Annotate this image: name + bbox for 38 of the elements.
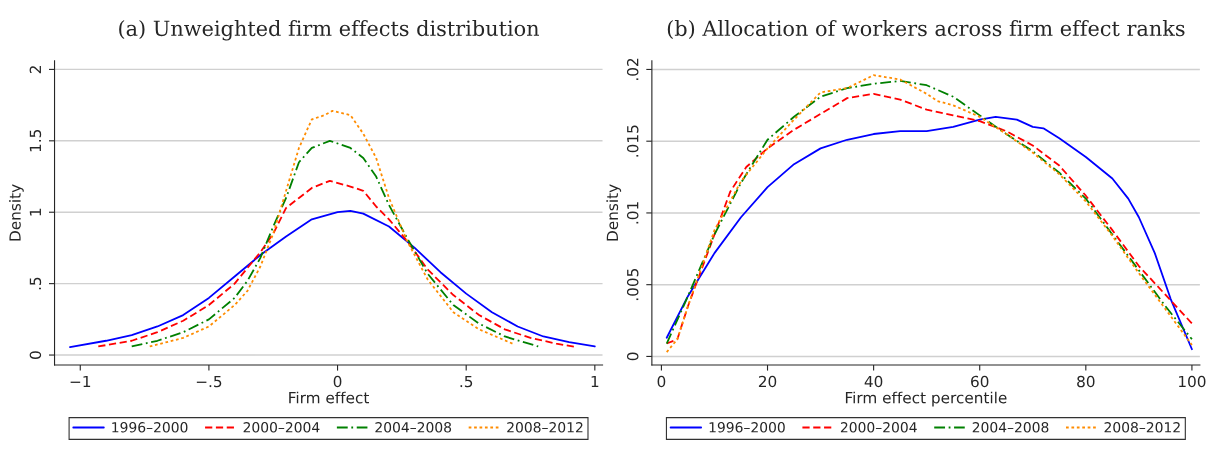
y-tick-label: .02 [626, 58, 639, 80]
line-series [148, 109, 514, 348]
y-tick-label: .5 [29, 277, 42, 290]
y-tick-label: .005 [626, 269, 639, 301]
x-tick-label: −1 [70, 375, 91, 388]
x-tick-label: .5 [460, 375, 473, 388]
legend-label: 1996–2000 [112, 422, 188, 433]
line-series [130, 139, 540, 348]
y-tick-label: 1 [29, 208, 41, 216]
x-tick-label: 1 [591, 375, 599, 388]
y-axis-title: Density [606, 184, 622, 241]
y-axis-title: Density [9, 184, 24, 241]
line-series [69, 209, 596, 349]
legend-label: 2008–2012 [507, 422, 583, 433]
x-tick-label: 80 [1077, 375, 1095, 388]
x-tick-label: 60 [971, 375, 989, 388]
x-tick-label: 40 [864, 375, 883, 388]
chart-title: (a) Unweighted firm effects distribution [119, 20, 540, 41]
x-tick-label: 0 [333, 375, 342, 388]
x-tick-label: 0 [657, 375, 666, 388]
x-tick-label: −.5 [196, 375, 222, 388]
legend-label: 2004–2008 [375, 422, 452, 433]
x-tick-label: 20 [758, 375, 777, 388]
y-tick-label: .015 [626, 125, 639, 157]
legend-label: 2000–2004 [243, 422, 320, 433]
y-tick-label: .01 [626, 202, 639, 224]
x-axis-title: Firm effect [289, 391, 369, 404]
x-tick-label: 100 [1179, 375, 1206, 388]
y-tick-label: 0 [626, 352, 639, 361]
legend-label: 2008–2012 [1104, 422, 1180, 433]
y-tick-label: 1.5 [29, 130, 42, 152]
legend-label: 1996–2000 [709, 422, 785, 433]
chart-title: (b) Allocation of workers across firm effect ranks [667, 20, 1185, 40]
y-tick-label: 0 [29, 351, 42, 359]
y-tick-label: 2 [29, 66, 41, 74]
legend-label: 2000–2004 [840, 422, 917, 433]
legend-label: 2004–2008 [972, 422, 1049, 433]
x-axis-title: Firm effect percentile [845, 391, 1007, 407]
